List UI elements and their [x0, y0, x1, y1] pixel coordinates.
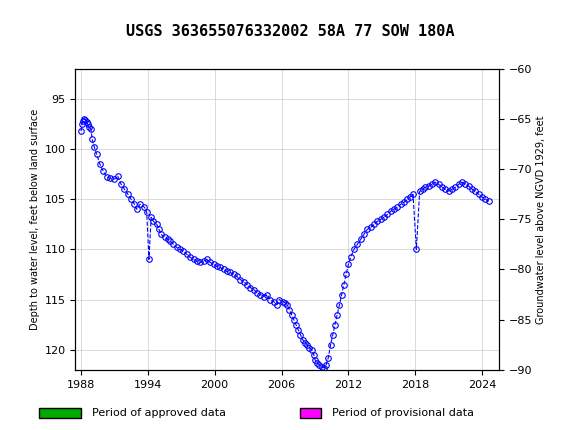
Y-axis label: Groundwater level above NGVD 1929, feet: Groundwater level above NGVD 1929, feet — [536, 115, 546, 323]
Text: USGS 363655076332002 58A 77 SOW 180A: USGS 363655076332002 58A 77 SOW 180A — [126, 24, 454, 39]
Text: Period of provisional data: Period of provisional data — [332, 408, 474, 418]
FancyBboxPatch shape — [39, 408, 81, 418]
Y-axis label: Depth to water level, feet below land surface: Depth to water level, feet below land su… — [30, 109, 41, 330]
Bar — [477, 370, 499, 378]
FancyBboxPatch shape — [300, 408, 321, 418]
Bar — [75, 370, 477, 378]
Text: Period of approved data: Period of approved data — [92, 408, 226, 418]
Text: ╳USGS: ╳USGS — [12, 9, 66, 30]
